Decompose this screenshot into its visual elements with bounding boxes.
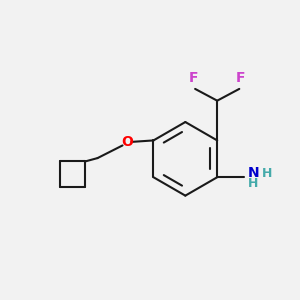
Text: F: F — [189, 71, 198, 85]
Text: H: H — [248, 177, 259, 190]
Text: F: F — [236, 71, 245, 85]
Text: N: N — [248, 167, 260, 180]
Text: H: H — [262, 167, 272, 180]
Text: O: O — [121, 135, 133, 149]
